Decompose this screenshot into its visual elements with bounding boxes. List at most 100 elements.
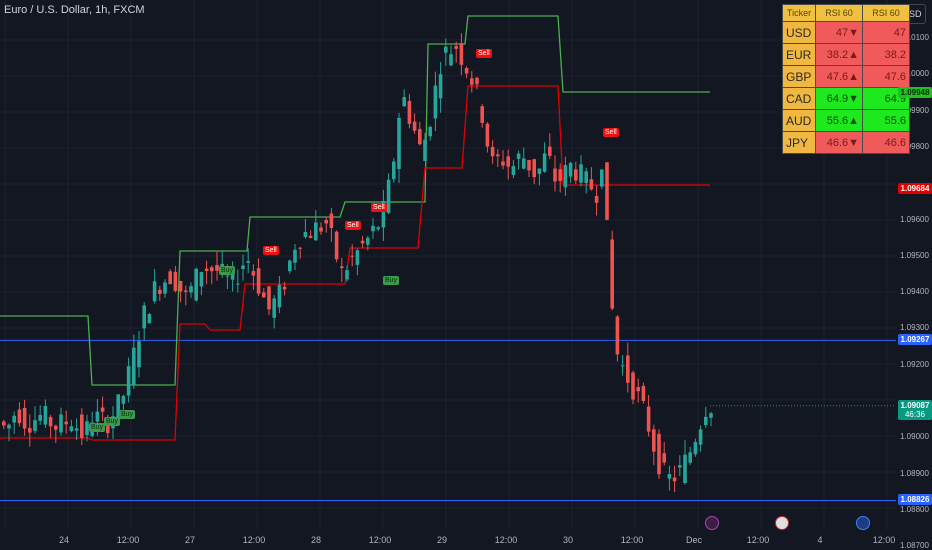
sell-signal: Sell: [263, 246, 279, 255]
lightning-event-icon[interactable]: [705, 516, 719, 530]
candle-body: [454, 46, 458, 49]
us-flag-event-icon[interactable]: [775, 516, 789, 530]
time-tick-label: 4: [817, 535, 823, 545]
candle-body: [589, 179, 594, 190]
time-tick-label: 12:00: [242, 535, 266, 545]
candle-body: [537, 168, 542, 174]
countdown-label: 46:36: [904, 409, 926, 419]
candle-body: [241, 265, 245, 269]
header-ticker: Ticker: [782, 4, 816, 22]
rsi-value-cell: 64.9▼: [815, 87, 863, 110]
candle-body: [277, 284, 282, 308]
eu-event-icon[interactable]: [856, 516, 870, 530]
price-label: 1.09948: [898, 87, 932, 99]
price-tick-label: 1.10000: [900, 69, 929, 79]
candle-body: [178, 280, 183, 292]
candle-body: [288, 260, 292, 272]
candle-body: [667, 473, 672, 479]
candle-body: [574, 169, 578, 181]
rsi-row-gbp: GBP 47.6▲ 47.6: [782, 65, 910, 88]
candle-body: [678, 465, 682, 468]
candle-body: [464, 68, 469, 74]
candle-body: [204, 268, 209, 272]
rsi-value-cell: 47.6: [862, 65, 910, 88]
candle-body: [251, 271, 256, 276]
candle-body: [381, 200, 386, 228]
buy-signal: Buy: [383, 276, 400, 285]
candle-body: [54, 425, 58, 430]
candle-body: [210, 267, 214, 272]
candle-body: [106, 419, 110, 434]
rsi-value-cell: 38.2▲: [815, 43, 863, 66]
candle-body: [506, 156, 510, 167]
candle-body: [308, 235, 313, 238]
candle-body: [631, 372, 635, 400]
candle-body: [594, 195, 599, 203]
candle-body: [412, 121, 417, 131]
candle-body: [303, 232, 308, 238]
candle-body: [298, 247, 302, 249]
candle-body: [553, 168, 557, 182]
price-axis[interactable]: 1.10100 1.10000 1.09900 1.09800 1.09600 1.095…: [896, 0, 932, 550]
candle-body: [215, 265, 219, 271]
buy-signal: Buy: [89, 423, 106, 432]
candle-body: [558, 169, 562, 182]
ticker-cell: JPY: [782, 131, 816, 154]
time-tick-label: 12:00: [872, 535, 896, 545]
candle-body: [683, 454, 687, 484]
candle-body: [511, 166, 516, 175]
rsi-row-aud: AUD 55.6▲ 55.6: [782, 109, 910, 132]
candle-body: [626, 355, 630, 383]
price-label: 1.09267: [898, 334, 932, 346]
upper-band-line: [0, 15, 710, 386]
candle-body: [173, 271, 178, 291]
candle-body: [516, 153, 521, 159]
price-tick-label: 1.09600: [900, 214, 929, 224]
price-tick-label: 1.09900: [900, 105, 929, 115]
candle-body: [662, 453, 666, 463]
symbol-title[interactable]: Euro / U.S. Dollar, 1h, FXCM: [4, 4, 145, 16]
ticker-cell: GBP: [782, 65, 816, 88]
candle-body: [371, 225, 375, 232]
time-axis[interactable]: 24 12:00 27 12:00 28 12:00 29 12:00 30 12:00 Dec 12…: [0, 530, 896, 550]
candle-body: [80, 414, 84, 438]
candle-body: [646, 406, 651, 432]
candle-body: [132, 347, 136, 386]
candle-body: [527, 159, 531, 171]
price-tick-label: 1.09800: [900, 141, 929, 151]
candle-body: [402, 97, 406, 107]
candle-body: [397, 117, 401, 169]
price-tick-label: 1.08800: [900, 504, 929, 514]
candle-body: [688, 452, 692, 463]
candle-body: [262, 292, 266, 298]
rsi-value-cell: 47.6▲: [815, 65, 863, 88]
candle-body: [293, 249, 297, 263]
sell-signal: Sell: [603, 128, 619, 137]
candle-body: [152, 281, 157, 302]
candle-body: [116, 394, 120, 420]
sell-signal: Sell: [371, 203, 387, 212]
price-tick-label: 1.09200: [900, 359, 929, 369]
candle-body: [22, 407, 27, 429]
candle-body: [579, 164, 583, 183]
candle-body: [584, 171, 588, 184]
candle-body: [345, 270, 349, 280]
rsi-row-usd: USD 47▼ 47: [782, 21, 910, 44]
rsi-table-header: Ticker RSI 60 RSI 60: [782, 4, 910, 22]
candle-body: [324, 219, 328, 224]
candle-body: [33, 420, 37, 431]
price-tick-label: 1.08700: [900, 541, 929, 550]
candle-body: [256, 268, 261, 294]
candle-body: [548, 146, 552, 156]
candle-body: [386, 179, 391, 213]
time-tick-label: 12:00: [116, 535, 140, 545]
candle-body: [672, 477, 677, 482]
candle-body: [69, 426, 74, 432]
candle-body: [470, 78, 474, 85]
candle-body: [657, 433, 661, 475]
ticker-cell: AUD: [782, 109, 816, 132]
candle-body: [704, 416, 708, 426]
candle-body: [142, 305, 146, 329]
candle-body: [59, 414, 63, 433]
